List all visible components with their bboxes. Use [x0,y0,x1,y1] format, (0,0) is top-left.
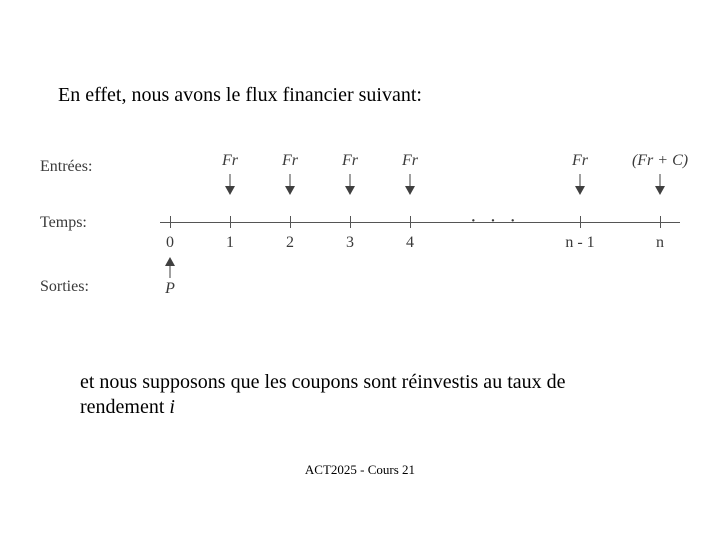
arrow-down-icon [344,174,356,196]
arrow-down-icon [574,174,586,196]
entry-label: (Fr + C) [632,152,688,170]
tick-label: 1 [226,234,234,252]
tick [230,216,231,228]
outflow-label: P [165,280,175,298]
body-text: et nous supposons que les coupons sont r… [80,370,640,420]
tick-label: n [656,234,664,252]
tick-label: 4 [406,234,414,252]
label-entries: Entrées: [40,158,92,176]
footer: ACT2025 - Cours 21 [0,462,720,478]
arrow-up-icon [164,256,176,278]
entry-label: Fr [402,152,418,170]
tick [410,216,411,228]
timeline [160,222,680,223]
tick-label: 3 [346,234,354,252]
tick [350,216,351,228]
tick-label: n - 1 [565,234,594,252]
entry-label: Fr [342,152,358,170]
entry-label: Fr [282,152,298,170]
label-time: Temps: [40,214,87,232]
arrow-down-icon [654,174,666,196]
tick [290,216,291,228]
arrow-down-icon [404,174,416,196]
intro-text: En effet, nous avons le flux financier s… [58,84,422,107]
tick-label: 0 [166,234,174,252]
slide: En effet, nous avons le flux financier s… [0,0,720,540]
tick [580,216,581,228]
cashflow-diagram: Entrées: Temps: Sorties: · · · 01Fr2Fr3F… [40,150,680,310]
entry-label: Fr [222,152,238,170]
arrow-down-icon [224,174,236,196]
tick-label: 2 [286,234,294,252]
label-outflows: Sorties: [40,278,89,296]
tick [170,216,171,228]
body-prefix: et nous supposons que les coupons sont r… [80,371,566,418]
body-var: i [169,396,175,418]
arrow-down-icon [284,174,296,196]
tick [660,216,661,228]
entry-label: Fr [572,152,588,170]
